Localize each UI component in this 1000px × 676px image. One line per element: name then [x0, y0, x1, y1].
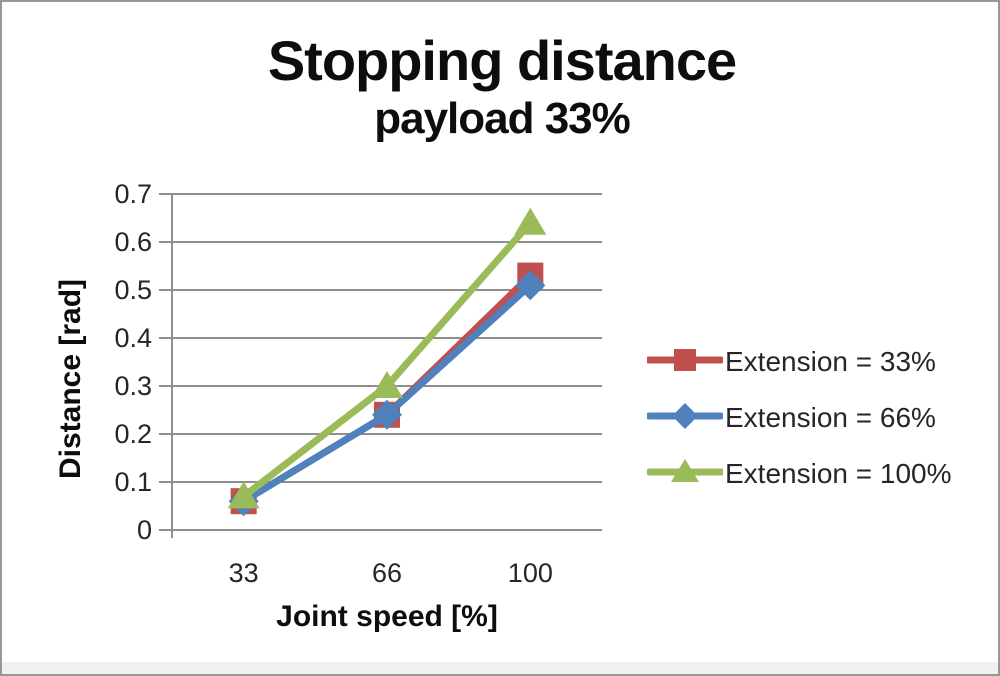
series-marker-triangle — [671, 458, 699, 482]
series-marker-diamond — [372, 399, 402, 430]
series-marker-diamond — [515, 270, 546, 301]
series-marker-triangle — [227, 481, 260, 509]
x-tick-label: 33 — [229, 558, 259, 588]
legend-entry-extension-100: Extension = 100% — [645, 458, 952, 491]
legend: Extension = 33% Extension = 66% Extensio… — [645, 346, 952, 491]
legend-marker-triangle-icon — [645, 458, 725, 491]
legend-entry-extension-66: Extension = 66% — [645, 402, 952, 435]
y-tick-label: 0.6 — [114, 227, 152, 257]
legend-marker-svg — [645, 458, 725, 482]
y-tick-label: 0.3 — [114, 371, 152, 401]
y-tick-label: 0.4 — [114, 323, 152, 353]
legend-label: Extension = 33% — [725, 346, 936, 377]
legend-marker-diamond-icon — [645, 402, 725, 435]
y-tick-label: 0.2 — [114, 419, 152, 449]
series-marker-square — [674, 348, 696, 371]
legend-label: Extension = 100% — [725, 458, 952, 489]
y-tick-label: 0 — [137, 515, 152, 545]
y-tick-label: 0.7 — [114, 179, 152, 209]
legend-entry-extension-33: Extension = 33% — [645, 346, 952, 379]
y-tick-label: 0.5 — [114, 275, 152, 305]
x-tick-label: 100 — [508, 558, 553, 588]
series-line — [240, 219, 534, 500]
series-marker-triangle — [371, 371, 403, 398]
x-tick-label: 66 — [372, 558, 402, 588]
series-marker-diamond — [672, 402, 698, 429]
legend-marker-svg — [645, 348, 725, 371]
chart-subtitle: payload 33% — [374, 94, 631, 143]
x-axis-title: Joint speed [%] — [276, 600, 498, 633]
chart-title: Stopping distance — [267, 29, 737, 92]
series-marker-triangle — [514, 207, 547, 235]
bottom-strip — [2, 662, 998, 674]
legend-marker-svg — [645, 402, 725, 429]
legend-marker-square-icon — [645, 346, 725, 379]
y-tick-label: 0.1 — [114, 467, 152, 497]
legend-label: Extension = 66% — [725, 402, 936, 433]
